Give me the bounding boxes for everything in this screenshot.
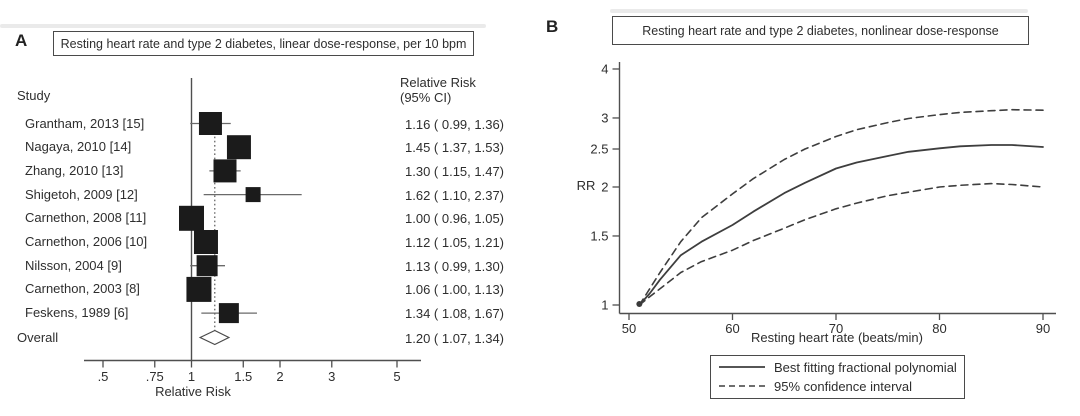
forest-marker xyxy=(179,205,204,231)
rr-value: 1.06 ( 1.00, 1.13) xyxy=(405,282,505,298)
study-label: Zhang, 2010 [13] xyxy=(25,162,124,178)
legend-label-ci: 95% confidence interval xyxy=(774,378,913,394)
x-tick-label: 5 xyxy=(393,369,400,384)
ci-upper-curve xyxy=(638,108,1044,306)
rr-value: 1.00 ( 0.96, 1.05) xyxy=(405,211,505,227)
study-label: Grantham, 2013 [15] xyxy=(25,115,145,131)
overall-rr-value: 1.20 ( 1.07, 1.34) xyxy=(405,330,505,346)
x-tick-label: .75 xyxy=(146,369,164,384)
y-tick-label: 1.5 xyxy=(590,228,608,243)
panel-a-xaxis-label: Relative Risk xyxy=(155,384,231,399)
rr-value: 1.30 ( 1.15, 1.47) xyxy=(405,163,505,179)
rr-value: 1.13 ( 0.99, 1.30) xyxy=(405,258,505,274)
legend-item-polynomial: Best fitting fractional polynomial xyxy=(718,357,957,377)
rr-value: 1.12 ( 1.05, 1.21) xyxy=(405,235,505,250)
x-tick-label: .5 xyxy=(98,369,109,384)
forest-marker xyxy=(193,230,218,254)
x-tick-label: 3 xyxy=(328,369,335,384)
x-tick-label: 80 xyxy=(932,321,946,336)
solid-line-sample-icon xyxy=(719,366,765,368)
panel-b-xaxis-label: Resting heart rate (beats/min) xyxy=(751,330,923,345)
x-tick-label: 50 xyxy=(622,321,636,336)
study-label: Nilsson, 2004 [9] xyxy=(25,257,122,273)
x-tick-label: 1 xyxy=(188,369,195,384)
study-label: Shigetoh, 2009 [12] xyxy=(25,186,138,202)
rr-column-header-line2: (95% CI) xyxy=(400,90,452,105)
study-label: Carnethon, 2008 [11] xyxy=(25,210,147,226)
rr-value: 1.62 ( 1.10, 2.37) xyxy=(405,187,505,203)
y-tick-label: 2 xyxy=(601,179,608,194)
study-column-header: Study xyxy=(17,88,51,103)
y-tick-label: 1 xyxy=(601,298,608,313)
rr-value: 1.34 ( 1.08, 1.67) xyxy=(405,306,505,322)
forest-marker xyxy=(213,159,237,183)
ci-lower-curve xyxy=(638,182,1044,306)
panel-b-label: B xyxy=(546,17,559,36)
x-tick-label: 1.5 xyxy=(234,369,252,384)
overall-label: Overall xyxy=(17,329,59,345)
forest-marker xyxy=(218,303,239,324)
forest-plot: .5 .75 1 1.5 2 3 5 xyxy=(84,78,421,384)
fitted-curve xyxy=(638,144,1044,306)
y-tick-label: 2.5 xyxy=(590,142,608,157)
panel-b-title-box: Resting heart rate and type 2 diabetes, … xyxy=(612,16,1029,45)
y-tick-label: 4 xyxy=(601,61,608,76)
x-tick-label: 2 xyxy=(276,369,283,384)
y-tick-label: 3 xyxy=(601,110,608,125)
forest-marker xyxy=(198,112,222,135)
forest-marker xyxy=(196,255,218,277)
rr-value: 1.45 ( 1.37, 1.53) xyxy=(405,140,505,156)
panel-a-title: Resting heart rate and type 2 diabetes, … xyxy=(60,37,467,51)
curve-origin-point xyxy=(636,301,643,307)
forest-marker xyxy=(226,135,251,160)
legend-item-ci: 95% confidence interval xyxy=(718,376,912,396)
x-tick-label: 90 xyxy=(1036,321,1050,336)
study-label: Carnethon, 2006 [10] xyxy=(25,234,148,249)
study-label: Carnethon, 2003 [8] xyxy=(25,281,140,297)
panel-b-yaxis-label: RR xyxy=(576,178,596,193)
study-label: Feskens, 1989 [6] xyxy=(25,305,129,321)
scan-artifact-a xyxy=(0,24,486,28)
x-tick-label: 70 xyxy=(829,321,843,336)
forest-marker xyxy=(186,276,212,302)
legend: Best fitting fractional polynomial 95% c… xyxy=(710,355,965,399)
legend-label-polynomial: Best fitting fractional polynomial xyxy=(774,359,957,375)
scan-artifact-b xyxy=(610,9,1028,13)
panel-a-title-box: Resting heart rate and type 2 diabetes, … xyxy=(53,31,474,56)
panel-b-title: Resting heart rate and type 2 diabetes, … xyxy=(642,24,999,38)
forest-marker xyxy=(245,187,261,203)
x-tick-label: 60 xyxy=(725,321,739,336)
study-label: Nagaya, 2010 [14] xyxy=(25,139,132,155)
dashed-line-sample-icon xyxy=(719,385,765,387)
rr-value: 1.16 ( 0.99, 1.36) xyxy=(405,116,505,132)
panel-a-label: A xyxy=(15,31,28,50)
rr-column-header-line1: Relative Risk xyxy=(400,75,476,90)
overall-diamond xyxy=(198,329,231,346)
